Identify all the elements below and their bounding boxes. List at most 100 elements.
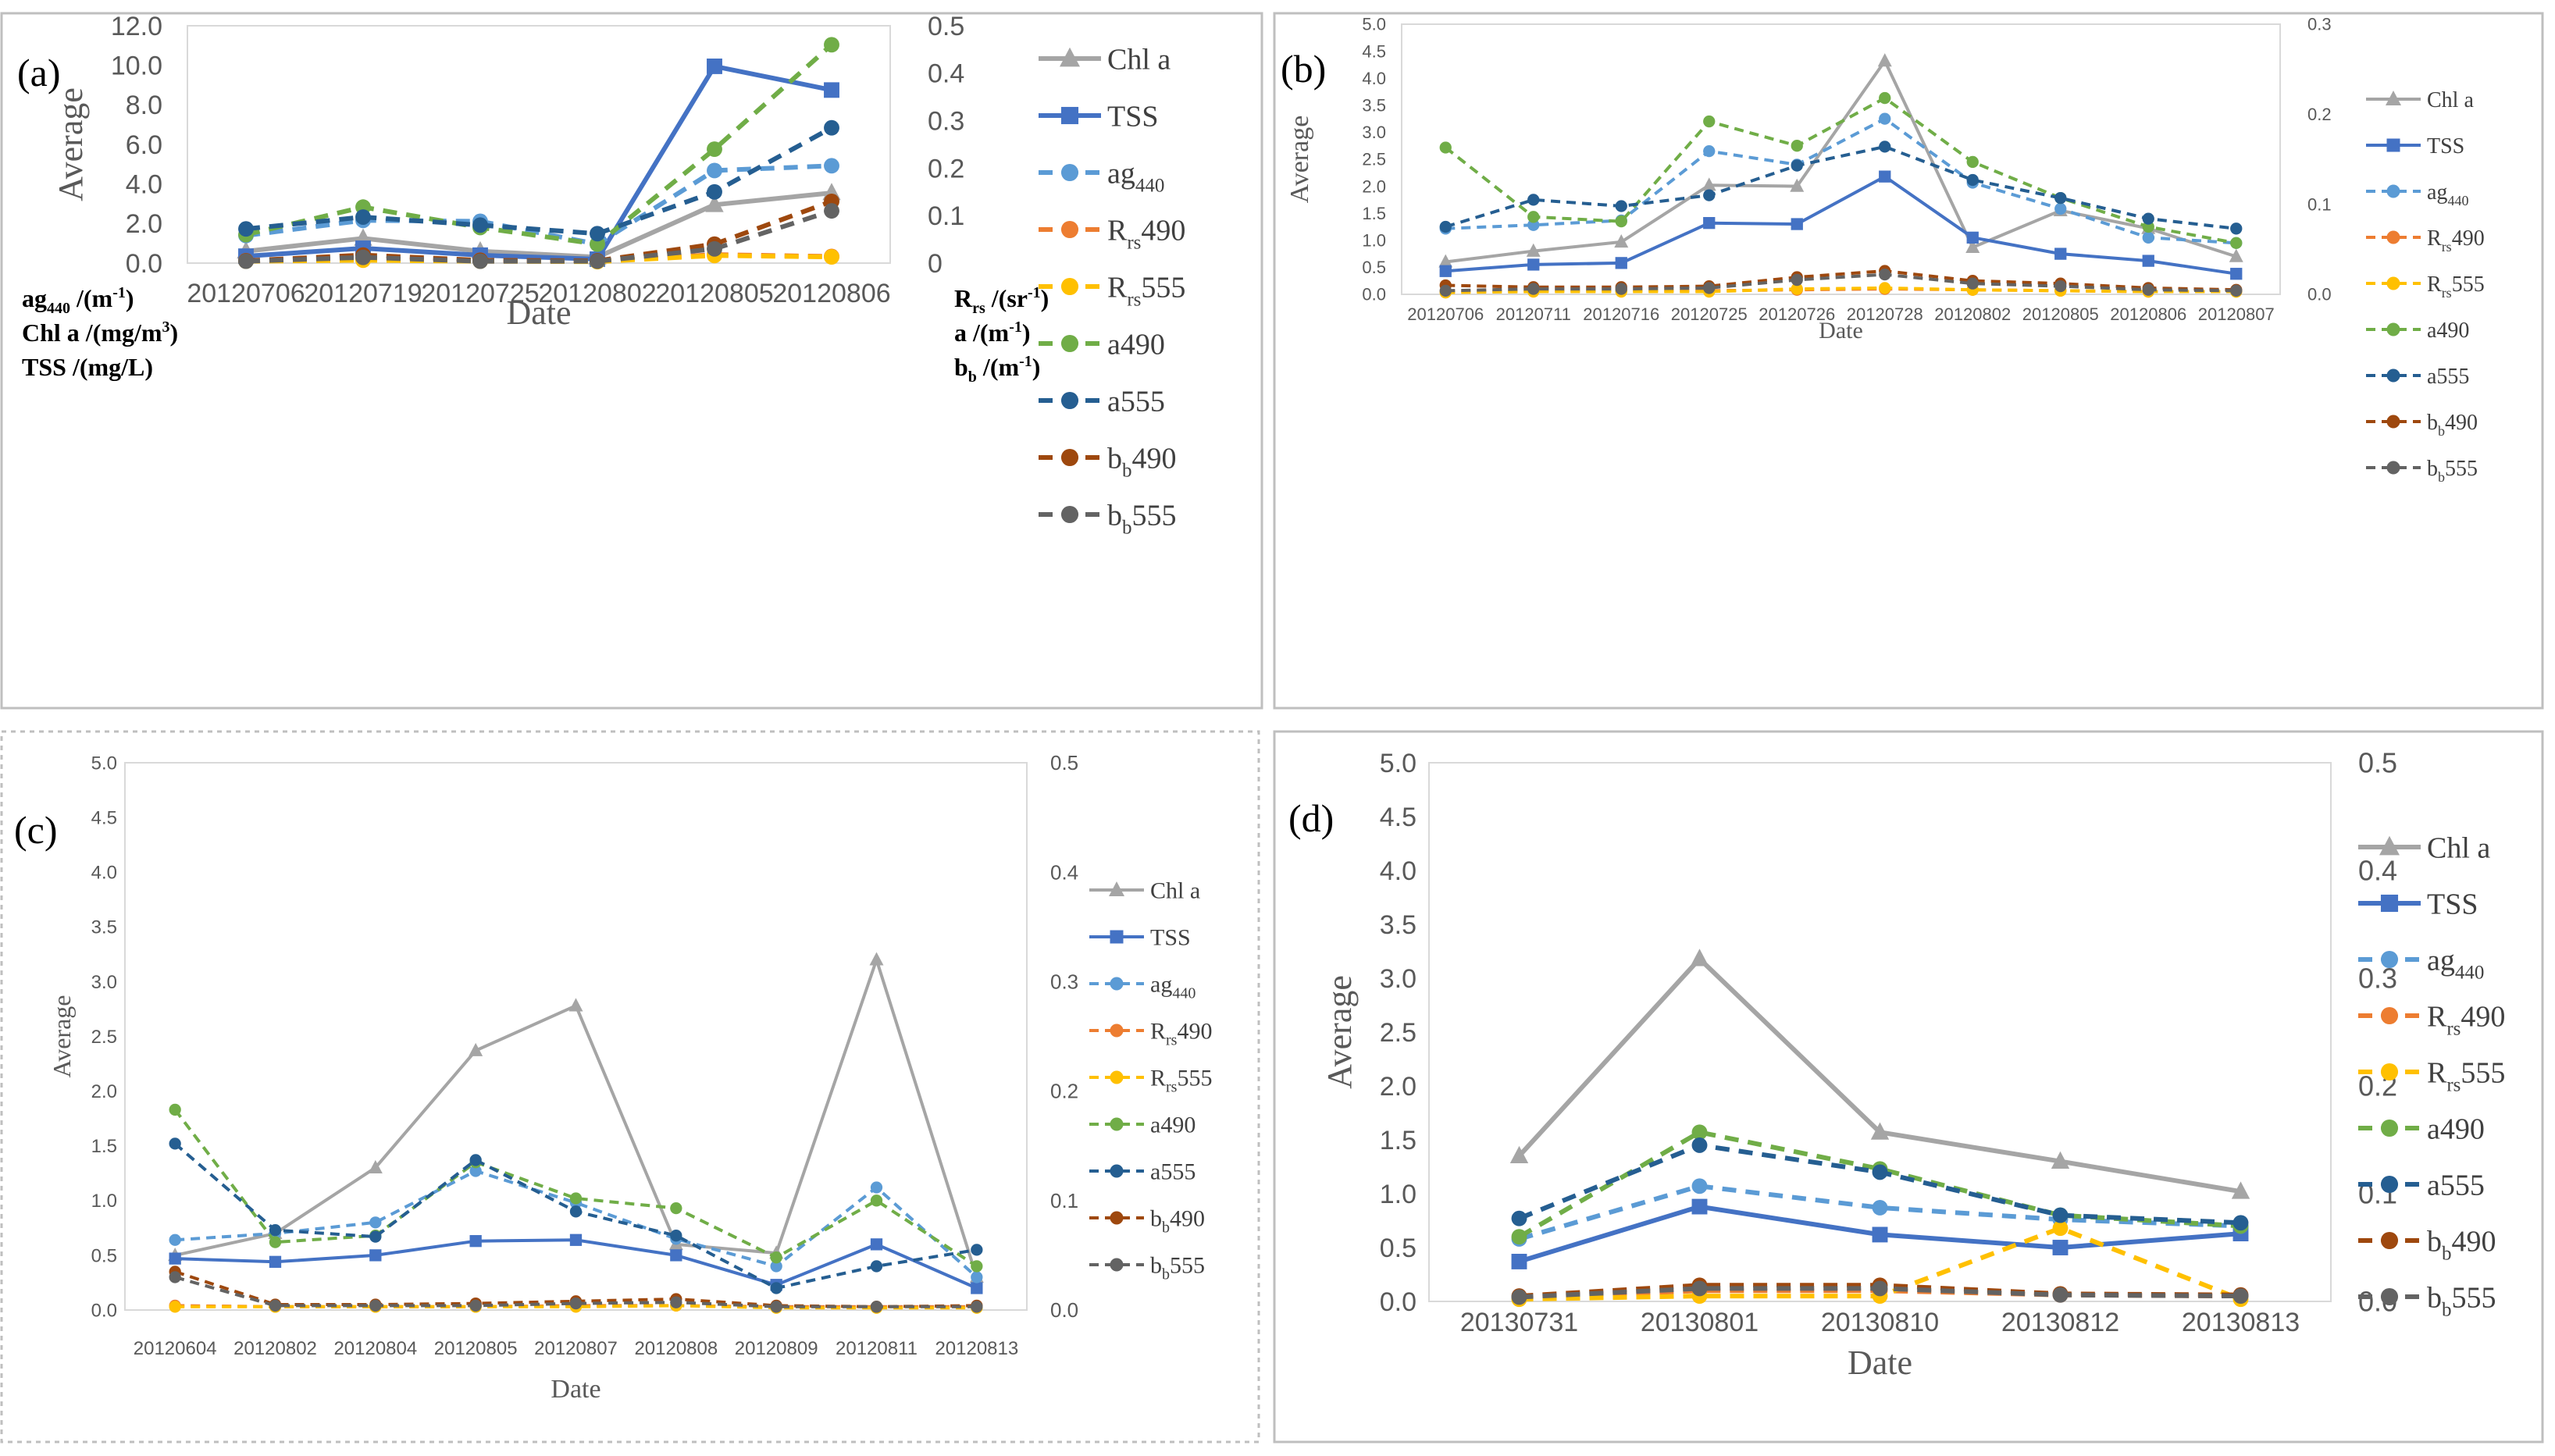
series-line-a490 [245,43,833,247]
data-point-chl [2229,248,2243,262]
legend-label-ag440: ag440 [2427,944,2484,983]
x-tick-label: 20120811 [836,1338,918,1359]
panel-frame [1273,12,2544,710]
chart-panel-a: 0.0 2.0 4.0 6.0 8.0 10.0 12.0 0 0.1 0.2 0.3 0.4 0.5 2… [0,12,1263,710]
legend-marker-bb490 [2386,415,2400,429]
series-line-bb555 [245,208,832,264]
legend-marker-a490 [1060,334,1079,353]
data-point-a555 [670,1230,682,1242]
series-line-a555 [1445,144,2237,230]
x-tick-label: 20120719 [304,279,422,308]
y-right-tick-label: 0.4 [1050,860,1078,884]
y-right-tick-label: 0.1 [928,201,964,231]
data-point-bb555 [1791,273,1803,287]
legend-label-rrs490: Rrs490 [2427,226,2485,255]
data-point-a490 [1691,1124,1708,1141]
data-point-a490 [1439,141,1452,154]
data-point-tss [2054,247,2067,260]
data-point-a555 [590,226,605,242]
data-point-a490 [569,1192,583,1205]
x-tick-label: 20120809 [735,1338,818,1359]
data-point-tss [269,1255,282,1268]
y-right-tick-label: 0.0 [1050,1298,1078,1322]
data-point-ag440 [1872,1199,1888,1216]
data-point-ag440 [971,1271,983,1283]
data-point-bb555 [770,1301,782,1313]
legend-label-bb555: bb555 [2427,1281,2496,1320]
data-point-chl [1790,178,1805,192]
data-point-bb555 [569,1297,583,1310]
data-point-tss [870,1238,883,1251]
data-point-ag440 [2142,231,2154,244]
legend-label-a490: a490 [2427,319,2469,343]
y-right-tick-label: 0.5 [928,12,964,41]
data-point-bb555 [1511,1289,1527,1305]
y-right-tick-label: 0.4 [928,59,964,89]
legend-label-bb490: bb490 [1150,1206,1205,1237]
data-point-rrs555 [1879,282,1891,294]
y-left-tick-label: 4.0 [1362,69,1386,88]
x-tick-label: 20120807 [534,1338,618,1359]
y-left-tick-label: 8.0 [126,91,162,120]
x-tick-label: 20130810 [1821,1308,1939,1337]
data-point-ag440 [1703,144,1716,158]
x-tick-label: 20120805 [655,279,773,308]
legend-marker-a490 [1110,1117,1124,1131]
y-right-tick-label: 0.1 [1050,1189,1078,1212]
legend-label-bb555: bb555 [1107,499,1177,538]
y-axis-label: Average [1320,975,1359,1089]
data-point-bb555 [670,1296,682,1308]
y-right-tick-label: 0.3 [2307,15,2332,34]
legend-label-rrs555: Rrs555 [1150,1066,1212,1096]
data-point-a555 [1511,1210,1527,1226]
data-point-a555 [1439,220,1452,233]
data-point-a555 [369,1230,382,1243]
y-left-tick-label: 2.0 [1362,176,1386,196]
legend-label-a490: a490 [2427,1112,2485,1145]
data-point-tss [1791,218,1803,230]
legend-label-a490: a490 [1107,328,1165,361]
series-line-tss [1445,175,2237,276]
data-point-tss [707,58,722,74]
x-tick-label: 20120806 [772,279,890,308]
y-left-tick-label: 3.5 [91,917,117,938]
x-tick-label: 20120806 [2110,304,2186,324]
y-right-tick-label: 0.0 [2307,285,2332,304]
y-right-tick-label: 0.1 [2307,194,2332,214]
series-line-bb490 [1445,269,2236,292]
data-point-tss [1872,1226,1888,1243]
x-tick-label: 20130801 [1641,1308,1759,1337]
legend-label-rrs555: Rrs555 [2427,272,2485,301]
x-tick-label: 20120802 [538,279,656,308]
legend-marker-rrs490 [1110,1023,1124,1038]
x-tick-label: 20120728 [1847,304,1923,324]
data-point-tss [1511,1253,1527,1269]
x-tick-label: 20120805 [2022,304,2099,324]
x-tick-label: 20120706 [187,279,305,308]
legend-marker-a490 [2386,322,2400,336]
y-left-tick-label: 4.0 [91,863,117,884]
series-line-rrs555 [175,1304,977,1310]
data-point-tss [169,1252,181,1265]
data-point-bb555 [472,253,488,269]
legend-marker-rrs490 [1060,220,1079,239]
data-point-ag440 [870,1181,883,1194]
series-line-ag440 [1518,1184,2241,1241]
data-point-a490 [971,1260,983,1273]
legend-marker-bb490 [1110,1211,1124,1225]
data-point-a490 [1511,1229,1527,1245]
legend-marker-a555 [2386,368,2400,383]
legend-label-rrs490: Rrs490 [1150,1019,1212,1049]
left-unit-label: TSS /(mg/L) [22,353,153,381]
y-left-tick-label: 12.0 [111,12,162,41]
legend-marker-rrs555 [1110,1070,1124,1084]
x-tick-label: 20130813 [2182,1308,2300,1337]
y-axis-label: Average [52,87,90,201]
x-tick-label: 20120804 [333,1338,417,1359]
data-point-bb555 [1439,284,1452,297]
panel-label: (b) [1281,47,1326,91]
data-point-tss [1966,231,1979,244]
data-point-rrs555 [169,1301,181,1313]
data-point-a490 [770,1251,782,1264]
data-point-a555 [238,221,254,237]
